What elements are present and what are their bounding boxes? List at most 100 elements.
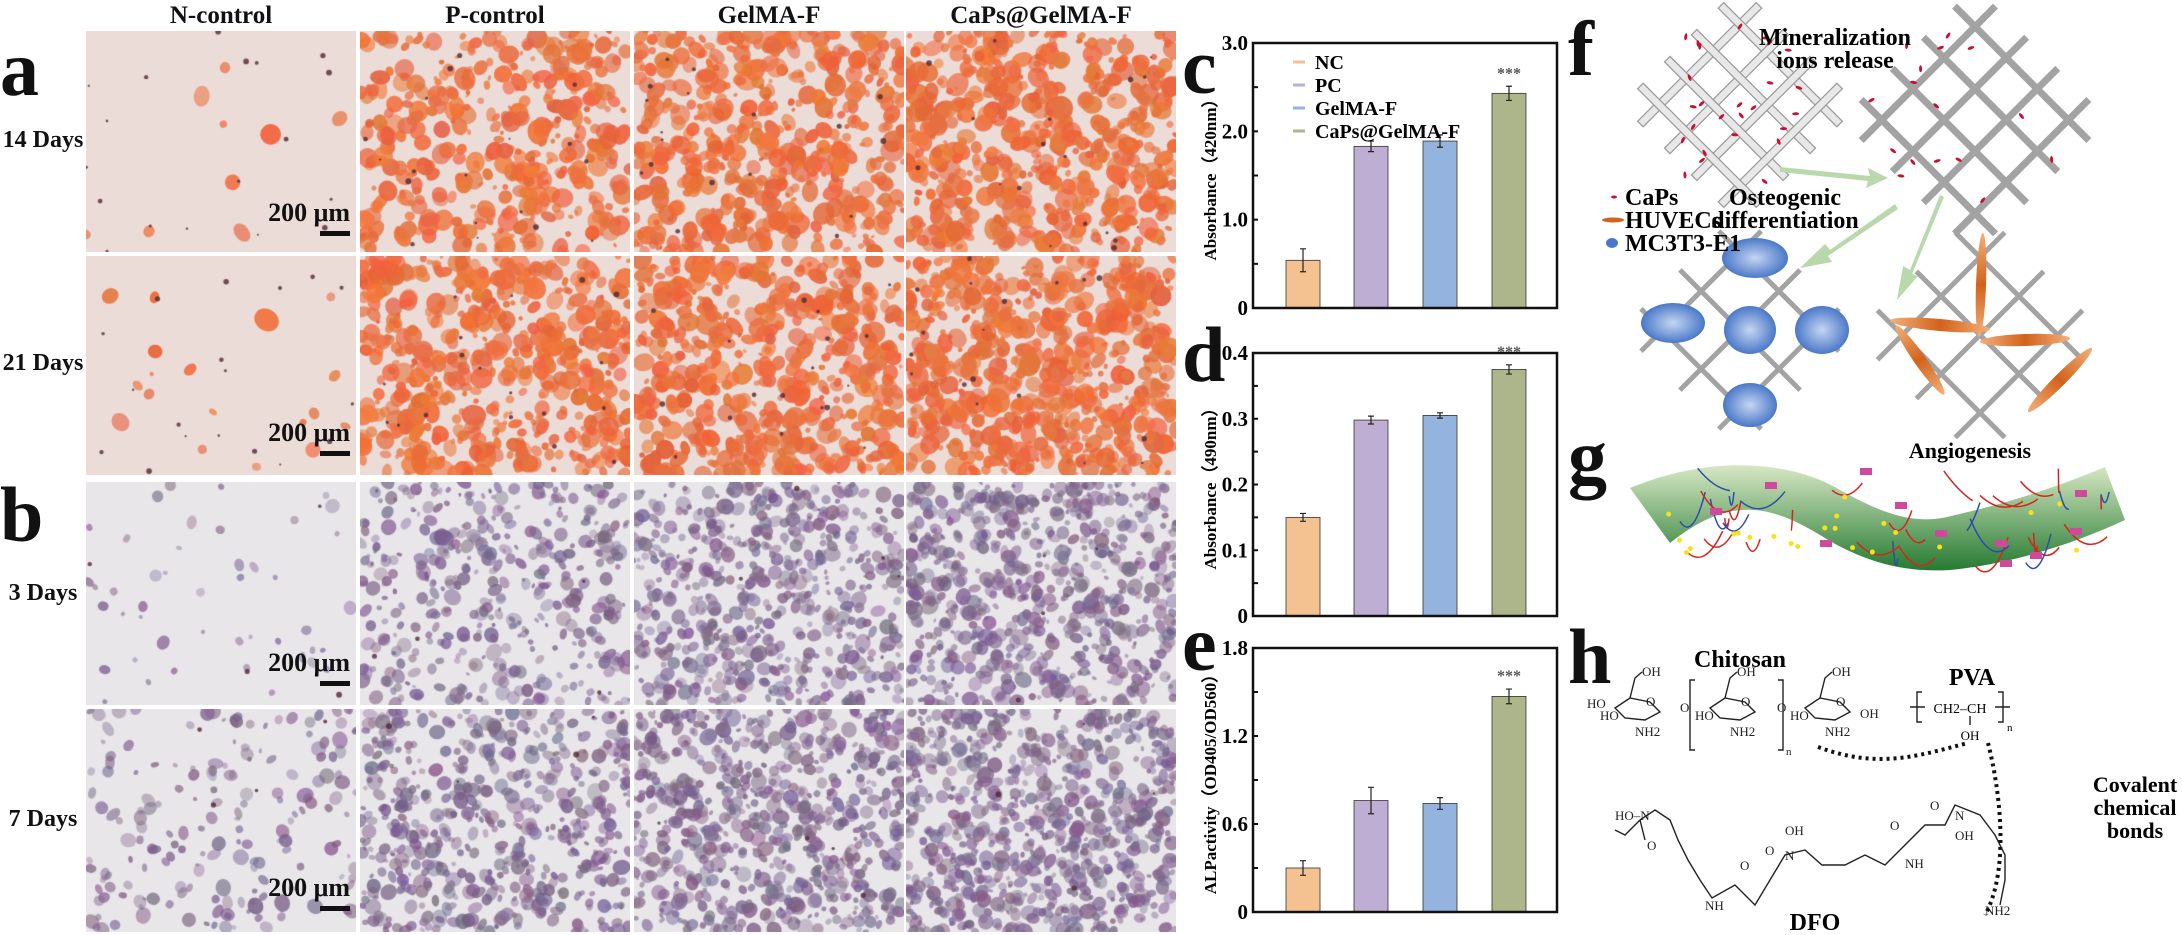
scale-bar-line [320,906,350,911]
atom-label: O [1836,694,1845,709]
caps-particle [1690,123,1696,130]
crosslink-point [1842,494,1848,500]
atom-label: O [1777,700,1786,715]
chitosan-chain [2063,523,2108,546]
label-angiogenesis: Angiogenesis [1909,438,2032,463]
alizarin-red-micrograph [634,31,904,252]
scale-bar-line [320,231,350,236]
arrow-icon [1780,167,1888,188]
row-header-14-days: 14 Days [2,127,84,153]
chitosan-chain [1979,494,2024,508]
chitosan-chain [1728,501,1742,521]
caps-particle [1750,105,1757,111]
arrow-icon [1800,204,1898,268]
scale-bar-line [320,681,350,686]
caps-particle [1702,149,1707,157]
arrow-icon [1897,195,1944,300]
crosslink-point [1666,511,1672,517]
alp-stain-micrograph [86,482,356,705]
pva-bg [1925,698,1995,716]
atom-label: O [1741,694,1750,709]
atom-label: NH2 [1985,903,2010,918]
caps-particle [1792,112,1800,116]
caps-particle [1868,97,1875,103]
y-axis-label: Absorbance（490nm） [1200,399,1220,569]
caps-particle [1776,138,1781,145]
chitosan-chain [1898,546,1936,567]
caps-particle [1736,102,1743,108]
chitosan-chain [1745,538,1761,552]
dfo-molecule [1935,530,1947,537]
bond [1629,671,1643,699]
caps-particle [1933,159,1941,163]
bar-gelma-f [1422,140,1458,309]
pva-chain [1679,491,1706,528]
dfo-molecule [2075,490,2087,497]
caps-particle [1680,136,1685,144]
crosslink-point [1795,543,1801,549]
atom-label: NH [1905,856,1924,871]
crosslink-point [1747,534,1753,540]
column-header-n-control: N-control [169,2,273,29]
row-header-7-days: 7 Days [8,806,78,832]
caps-particle [1699,157,1705,163]
panel-label-e: e [1182,600,1217,687]
scaffold-lattice-initial [1636,1,1844,209]
y-tick-label: 1.0 [1222,208,1248,232]
crosslink-point [1683,550,1689,556]
panel-label-f: f [1568,5,1594,92]
caps-particle [1696,40,1700,48]
atom-label: HO–N [1615,808,1650,823]
atom-label: O [1740,858,1749,873]
bar-caps-gelma-f [1491,696,1527,913]
schematic-f: Mineralization ions release Osteogenic d… [1602,1,2093,463]
caps-particle [1980,197,1986,204]
pva-chain [2058,490,2070,510]
atom-label: N [1785,848,1795,863]
error-bar [1506,364,1512,375]
panel-label-g: g [1568,413,1607,500]
panel-label-b: b [0,471,44,558]
atom-label: OH [1832,664,1851,679]
bond [1614,819,1646,841]
label-covalent: Covalent [2093,772,2178,797]
alp-stain-micrograph [634,709,904,932]
label-dfo: DFO [1790,910,1841,935]
caps-legend-icon [1611,195,1617,199]
scale-bar-label: 200 μm [268,198,350,227]
bar-gelma-f [1422,415,1458,617]
label-differentiation: differentiation [1711,208,1859,234]
significance-label: *** [1497,668,1521,685]
chitosan-chain [1888,510,1913,532]
polymer-network [1666,467,2110,573]
dfo-molecule [1860,468,1872,475]
scale-bar: 200 μm [200,648,350,686]
bar-pc [1353,419,1389,617]
crosslink-point [1788,541,1794,547]
chitosan-chain [1856,541,1901,556]
chitosan-chain [2019,480,2054,497]
label-osteogenic: Osteogenic [1729,185,1841,211]
pva-chain [2025,533,2052,570]
label-ions-release: ions release [1776,48,1894,74]
alizarin-red-micrograph [360,31,630,252]
legend-label: CaPs@GelMA-F [1315,121,1460,143]
atom-label: OH [1737,664,1756,679]
error-bar [1368,786,1374,815]
caps-particle [1897,174,1905,178]
chitosan-chain [1790,509,1794,532]
scaffold-strut [1953,308,2085,440]
atom-label: OH [1785,823,1804,838]
huvec-cells [1890,233,2093,413]
bar-nc [1285,516,1321,617]
bar-pc [1353,145,1389,309]
error-bar [1368,140,1374,153]
alizarin-red-micrograph [360,256,630,475]
atom-label: O [1646,694,1655,709]
caps-particle [1737,23,1743,30]
dfo-backbone [1639,804,2006,907]
huvecs-legend-icon [1602,217,1624,223]
error-bar [1437,412,1443,419]
